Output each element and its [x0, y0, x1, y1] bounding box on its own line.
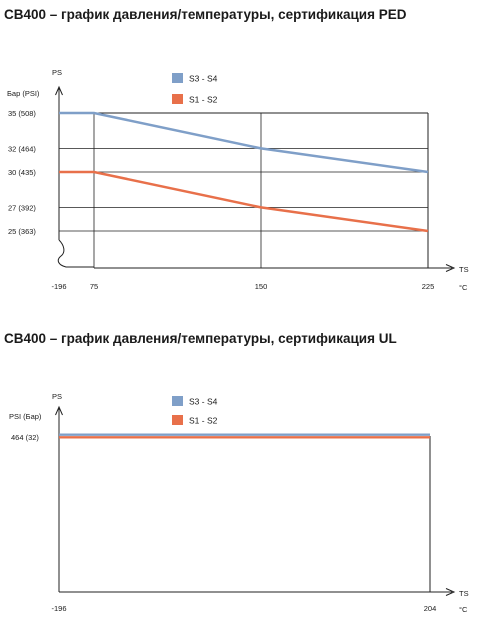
- x-tick-label: -196: [51, 282, 66, 291]
- x-tick-label: 150: [255, 282, 268, 291]
- x-axis-label: TS: [459, 265, 469, 274]
- y-axis-unit: PSI (Бар): [9, 412, 42, 421]
- legend-label: S3 - S4: [189, 397, 218, 407]
- x-tick-label: 75: [90, 282, 98, 291]
- x-axis-label: TS: [459, 589, 469, 598]
- chart-title-ul: СВ400 – график давления/температуры, сер…: [4, 331, 397, 346]
- x-axis-unit: °C: [459, 605, 468, 614]
- legend-label: S1 - S2: [189, 95, 218, 105]
- legend-swatch: [172, 396, 183, 406]
- y-tick-label: 27 (392): [8, 203, 36, 212]
- x-axis-unit: °C: [459, 283, 468, 292]
- chart-title-ped: СВ400 – график давления/температуры, сер…: [4, 7, 407, 22]
- x-axis-arrow: [445, 264, 456, 272]
- y-axis-label: PS: [52, 392, 62, 401]
- legend-label: S1 - S2: [189, 416, 218, 426]
- x-axis-arrow: [445, 588, 456, 596]
- legend-swatch: [172, 73, 183, 83]
- legend-swatch: [172, 415, 183, 425]
- y-tick-label: 464 (32): [11, 433, 39, 442]
- x-tick-label: 204: [424, 604, 437, 613]
- y-tick-label: 32 (464): [8, 144, 36, 153]
- ped-chart: 35 (508) 32 (464) 30 (435) 27 (392) 25 (363)…: [7, 68, 469, 292]
- y-tick-label: 30 (435): [8, 168, 36, 177]
- y-tick-label: 35 (508): [8, 109, 36, 118]
- x-tick-label: 225: [422, 282, 435, 291]
- legend-label: S3 - S4: [189, 74, 218, 84]
- y-tick-label: 25 (363): [8, 227, 36, 236]
- y-axis-unit: Бар (PSI): [7, 89, 40, 98]
- x-tick-label: -196: [51, 604, 66, 613]
- series-line: [59, 170, 429, 233]
- y-axis-arrow: [55, 85, 63, 96]
- series-line: [59, 111, 429, 174]
- legend-swatch: [172, 94, 183, 104]
- y-axis-label: PS: [52, 68, 62, 77]
- y-axis-arrow: [55, 405, 63, 416]
- axis-break-mark: [57, 239, 94, 268]
